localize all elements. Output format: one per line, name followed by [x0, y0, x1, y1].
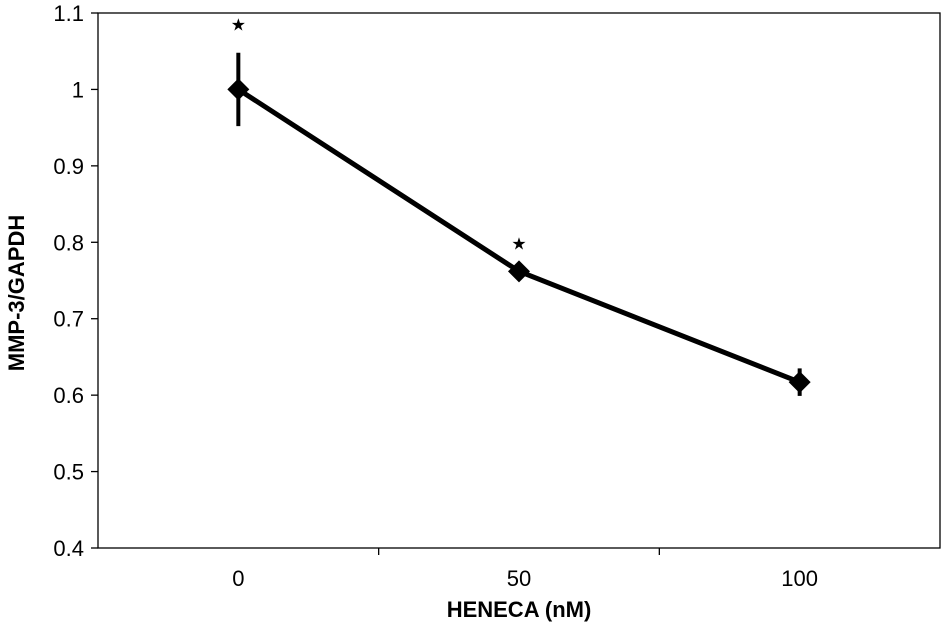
y-tick-label: 0.8	[53, 230, 84, 255]
y-axis-title: MMP-3/GAPDH	[4, 215, 29, 371]
x-tick-label: 0	[232, 566, 244, 591]
y-tick-label: 0.7	[53, 307, 84, 332]
y-tick-label: 1.1	[53, 1, 84, 26]
y-tick-label: 0.6	[53, 383, 84, 408]
series-layer: ★★	[227, 16, 811, 396]
y-tick-label: 0.5	[53, 460, 84, 485]
data-point	[227, 78, 250, 101]
x-tick-label: 50	[507, 566, 531, 591]
x-axis-title: HENECA (nM)	[447, 597, 592, 622]
y-tick-label: 0.4	[53, 536, 84, 561]
significance-star: ★	[231, 16, 246, 36]
plot-area	[97, 12, 941, 549]
y-tick-label: 1	[72, 77, 84, 102]
data-point	[788, 371, 811, 394]
x-axis: 0 50 100	[232, 548, 818, 591]
x-tick-label: 100	[781, 566, 818, 591]
y-axis: 0.4 0.5 0.6 0.7 0.8 0.9 1 1.1	[53, 1, 98, 561]
plot-border	[97, 12, 941, 549]
significance-star: ★	[511, 234, 526, 254]
y-tick-label: 0.9	[53, 154, 84, 179]
data-point	[508, 260, 530, 283]
